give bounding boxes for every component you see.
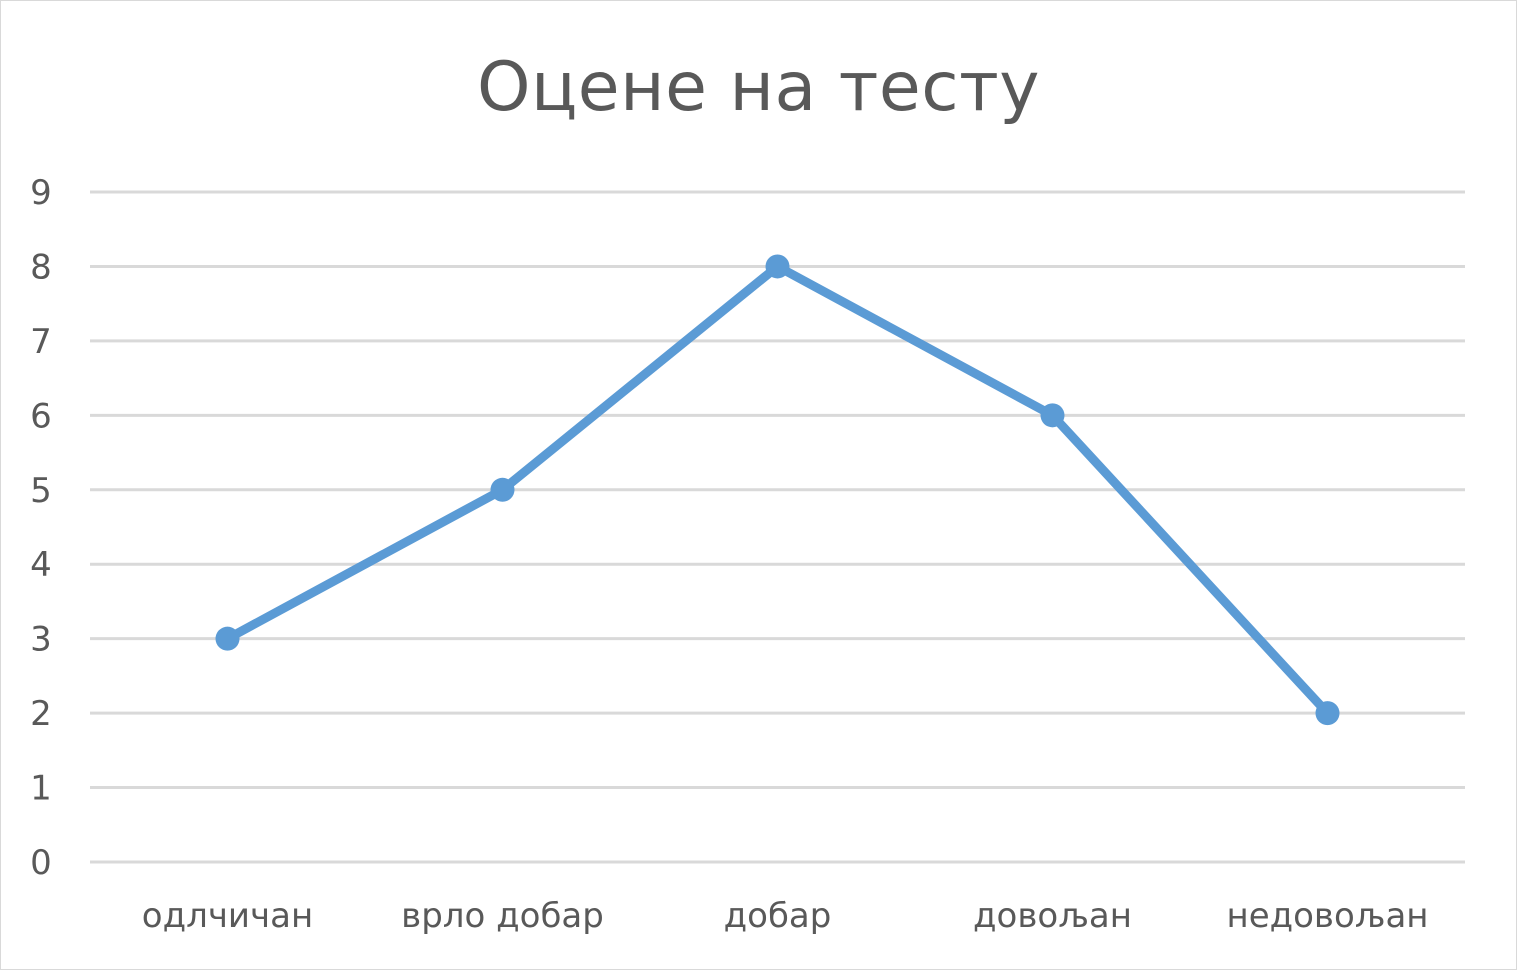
y-axis-ticks: 0 1 2 3 4 5 6 7 8 9	[30, 173, 52, 883]
y-tick-label: 2	[30, 694, 52, 734]
data-point	[490, 477, 515, 502]
data-point	[765, 254, 790, 279]
data-point	[215, 626, 240, 651]
y-tick-label: 0	[30, 843, 52, 883]
series	[215, 254, 1340, 726]
gridlines	[90, 190, 1465, 864]
data-point	[1040, 403, 1065, 428]
chart-title: Оцене на тесту	[477, 48, 1040, 127]
x-category-label: недовољан	[1226, 896, 1428, 936]
y-tick-label: 7	[30, 322, 52, 362]
x-category-label: добар	[724, 896, 832, 936]
y-tick-label: 6	[30, 396, 52, 436]
data-point	[1315, 701, 1340, 726]
x-category-label: довољан	[973, 896, 1132, 936]
x-axis-categories: одлчичан врло добар добар довољан недовољан	[142, 896, 1429, 936]
y-tick-label: 3	[30, 620, 52, 660]
y-tick-label: 4	[30, 545, 52, 585]
y-tick-label: 1	[30, 769, 52, 809]
y-tick-label: 8	[30, 247, 52, 287]
x-category-label: одлчичан	[142, 896, 313, 936]
y-tick-label: 5	[30, 471, 52, 511]
x-category-label: врло добар	[401, 896, 604, 936]
y-tick-label: 9	[30, 173, 52, 213]
